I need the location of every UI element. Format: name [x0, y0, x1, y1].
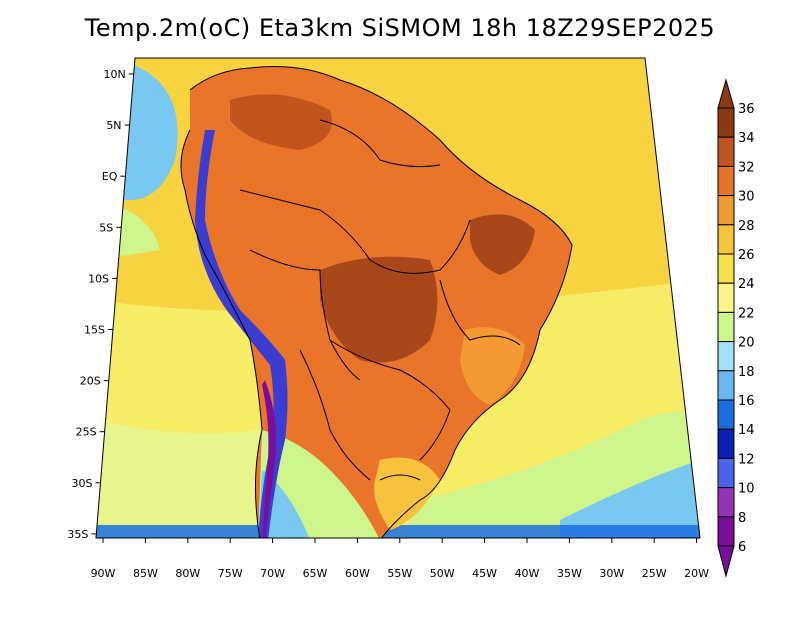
colorbar-swatch: [717, 341, 735, 372]
colorbar-label: 36: [738, 102, 755, 117]
colorbar-label: 32: [738, 160, 755, 175]
lon-tick-label: 70W: [260, 567, 285, 580]
lat-tick-label: 30S: [72, 477, 93, 490]
andes-purple-core: [262, 380, 277, 538]
colorbar-label: 22: [738, 306, 755, 321]
colorbar-label: 20: [738, 336, 755, 351]
colorbar-label: 10: [738, 482, 755, 497]
lon-tick-label: 55W: [387, 567, 412, 580]
colorbar-swatch: [717, 107, 735, 138]
southern-edge-blue: [96, 525, 700, 538]
colorbar-label: 8: [738, 511, 746, 526]
lat-tick-label: 10N: [103, 68, 125, 81]
andes-cold-strip: [195, 130, 288, 538]
map-frame: [95, 57, 701, 539]
longitude-axis: 90W 85W 80W 75W 70W 65W 60W 55W 50W 45W 40W 35W 30W 2…: [91, 538, 709, 580]
colorbar-swatch: [717, 457, 735, 489]
colorbar-swatch: [717, 282, 735, 313]
colorbar-swatch: [717, 195, 735, 226]
lon-tick-label: 60W: [345, 567, 370, 580]
lon-tick-label: 35W: [557, 567, 582, 580]
colorbar-label: 18: [738, 365, 755, 380]
lon-tick-label: 65W: [303, 567, 328, 580]
colorbar-label: 16: [738, 394, 755, 409]
colorbar-swatch: [717, 516, 735, 547]
map-title: Temp.2m(oC) Eta3km SiSMOM 18h 18Z29SEP20…: [84, 14, 716, 42]
lat-tick-label: EQ: [102, 170, 118, 183]
colorbar-label: 12: [738, 452, 755, 467]
colorbar-label: 24: [738, 277, 755, 292]
colorbar-label: 30: [738, 190, 755, 205]
hot-core-central: [320, 256, 438, 363]
lon-tick-label: 80W: [175, 567, 200, 580]
lon-tick-label: 85W: [133, 567, 158, 580]
lat-tick-label: 25S: [76, 426, 97, 439]
lon-tick-label: 30W: [599, 567, 624, 580]
lon-tick-label: 50W: [430, 567, 455, 580]
temperature-field: [96, 58, 700, 538]
colorbar-swatch: [717, 136, 735, 167]
lat-tick-label: 5N: [106, 119, 121, 132]
lat-tick-label: 20S: [80, 375, 101, 388]
colorbar-label: 26: [738, 248, 755, 263]
pacific-cool-band: [96, 420, 260, 538]
colorbar: 36 34 32 30 28 26 24 22 20 18 16 14 12 10 8 6: [717, 78, 755, 578]
colorbar-label: 14: [738, 423, 755, 438]
southeast-cooler: [460, 327, 525, 405]
lat-tick-label: 35S: [67, 528, 88, 541]
colorbar-swatch: [717, 370, 735, 401]
hot-core-north: [230, 94, 332, 150]
lon-tick-label: 20W: [684, 567, 709, 580]
lon-tick-label: 45W: [472, 567, 497, 580]
lat-tick-label: 5S: [99, 221, 113, 234]
colorbar-swatch: [717, 399, 735, 430]
colorbar-label: 34: [738, 131, 755, 146]
atlantic-south-blue: [560, 460, 700, 538]
colorbar-label: 6: [738, 540, 746, 555]
colorbar-swatch: [717, 165, 735, 197]
lon-tick-label: 25W: [642, 567, 667, 580]
lat-tick-label: 15S: [84, 324, 105, 337]
colorbar-swatch: [717, 224, 735, 255]
lat-tick-label: 10S: [88, 272, 109, 285]
country-borders: [180, 66, 573, 538]
hot-core-northeast: [470, 214, 535, 275]
lon-tick-label: 40W: [515, 567, 540, 580]
colorbar-label: 28: [738, 219, 755, 234]
lon-tick-label: 75W: [218, 567, 243, 580]
latitude-axis: 10N 5N EQ 5S 10S 15S 20S 25S 30S 35S: [67, 68, 134, 541]
colorbar-swatch: [717, 311, 735, 343]
colorbar-swatch: [717, 487, 735, 518]
colorbar-swatch: [717, 428, 735, 459]
colorbar-bottom-arrow: [717, 545, 735, 578]
colorbar-swatch: [717, 253, 735, 284]
lon-tick-label: 90W: [91, 567, 116, 580]
colorbar-top-arrow: [717, 78, 735, 109]
